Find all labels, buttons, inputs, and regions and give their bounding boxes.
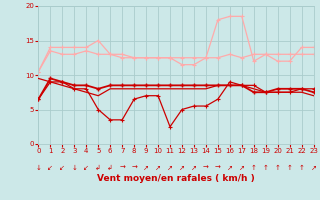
- X-axis label: Vent moyen/en rafales ( km/h ): Vent moyen/en rafales ( km/h ): [97, 174, 255, 183]
